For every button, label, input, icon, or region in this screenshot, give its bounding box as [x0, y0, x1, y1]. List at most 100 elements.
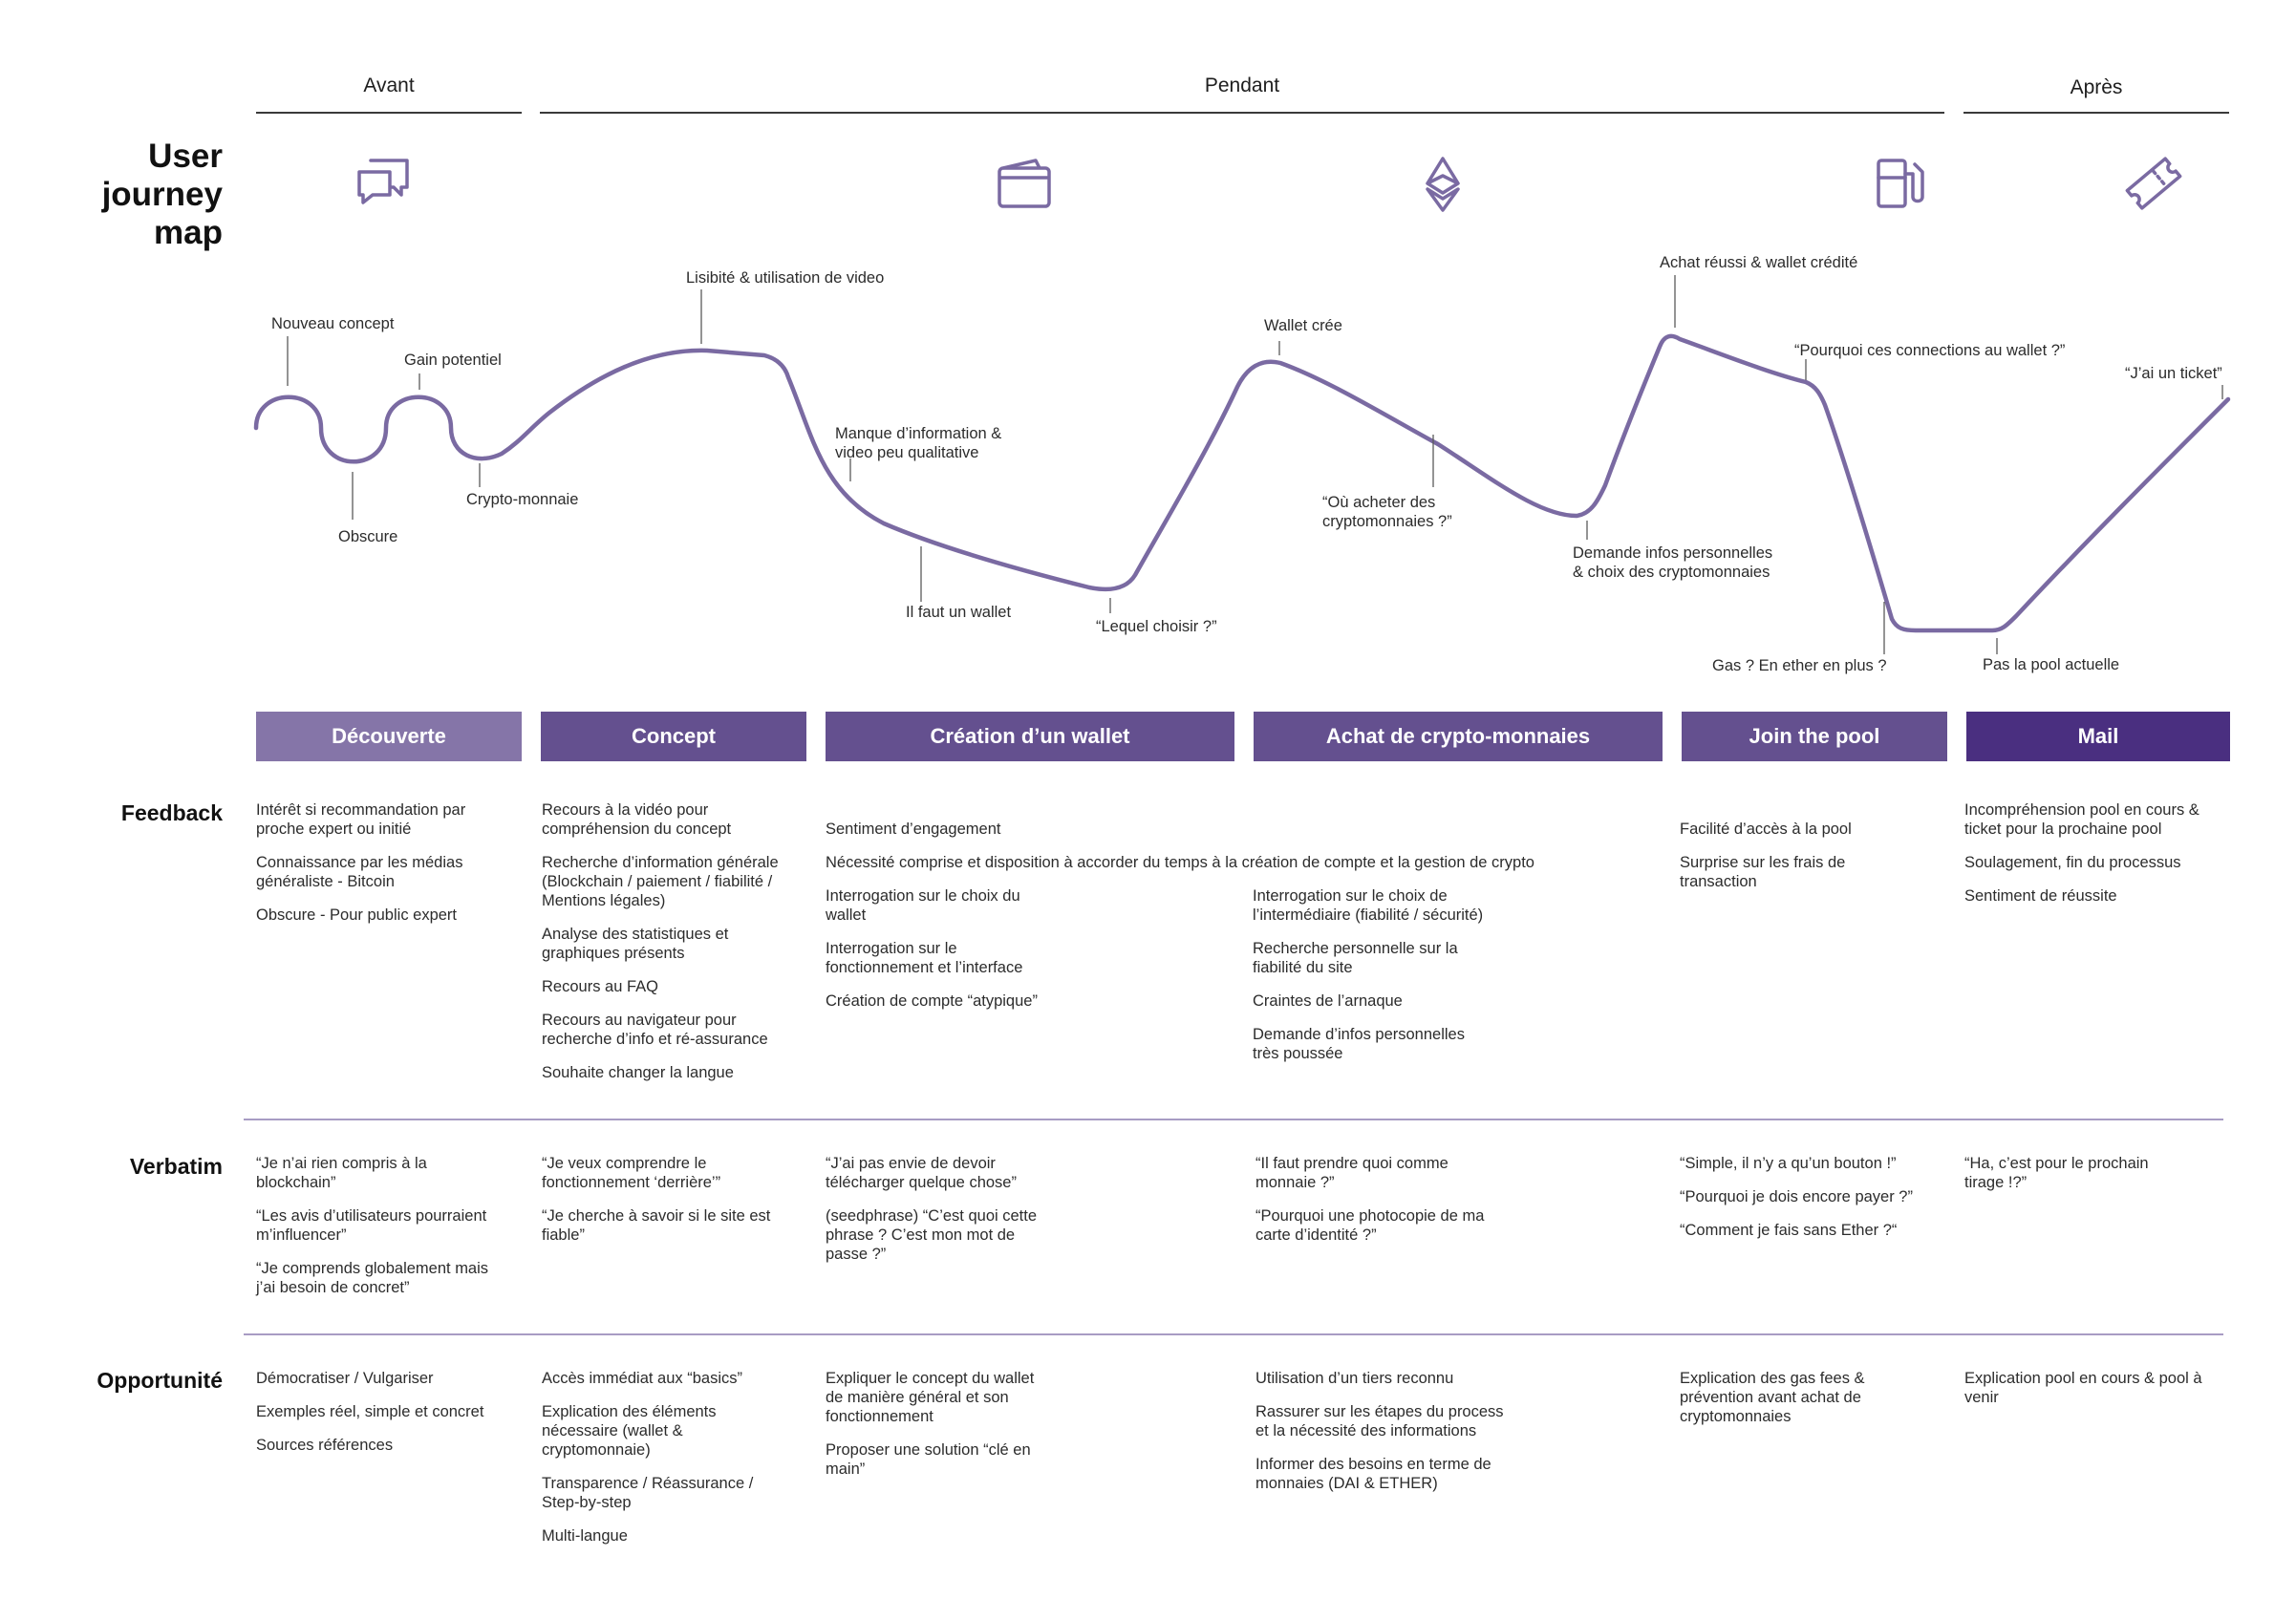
list-item: Demande d’infos personnelles très poussé… — [1253, 1026, 1465, 1062]
list-item: (seedphrase) “C’est quoi cette phrase ? … — [826, 1207, 1038, 1263]
feedback-pool: Facilité d’accès à la pool Surprise sur l… — [1680, 820, 1947, 906]
page-title: User journey map — [101, 138, 223, 251]
verbatim-decouverte: “Je n’ai rien compris à la blockchain” “L… — [256, 1154, 528, 1311]
list-item: Informer des besoins en terme de monnaie… — [1255, 1456, 1491, 1492]
list-item: Explication des gas fees & prévention av… — [1680, 1370, 1865, 1425]
journey-curve — [253, 275, 2231, 654]
verbatim-concept: “Je veux comprendre le fonctionnement ‘d… — [542, 1154, 814, 1259]
separator-verbatim-opportunite — [244, 1333, 2223, 1335]
list-item: “Il faut prendre quoi comme monnaie ?” — [1255, 1155, 1448, 1191]
label-obscure: Obscure — [338, 528, 398, 545]
list-item: Sources références — [256, 1437, 394, 1454]
label-gas: Gas ? En ether en plus ? — [1712, 657, 1887, 674]
list-item: Utilisation d’un tiers reconnu — [1255, 1370, 1454, 1387]
list-item: Intérêt si recommandation par proche exp… — [256, 801, 466, 838]
label-manque-info: Manque d’information & video peu qualita… — [835, 425, 1002, 461]
list-item: Exemples réel, simple et concret — [256, 1403, 484, 1420]
opportunite-concept: Accès immédiat aux “basics” Explication d… — [542, 1369, 814, 1560]
list-item: Accès immédiat aux “basics” — [542, 1370, 742, 1387]
phase-avant-label: Avant — [363, 75, 415, 96]
row-title-verbatim: Verbatim — [129, 1154, 223, 1179]
label-crypto-monnaie: Crypto-monnaie — [466, 491, 579, 508]
phase-apres-label: Après — [2070, 76, 2123, 98]
list-item: “J’ai pas envie de devoir télécharger qu… — [826, 1155, 1017, 1191]
list-item: Incompréhension pool en cours & ticket p… — [1964, 801, 2199, 838]
wallet-icon — [998, 159, 1051, 208]
stage-achat-crypto: Achat de crypto-monnaies — [1254, 712, 1663, 761]
opportunite-pool: Explication des gas fees & prévention av… — [1680, 1369, 1947, 1440]
list-item: Surprise sur les frais de transaction — [1680, 854, 1846, 890]
list-item: Recherche personnelle sur la fiabilité d… — [1253, 940, 1458, 976]
ticket-icon — [2125, 157, 2182, 210]
label-demande-infos: Demande infos personnelles & choix des c… — [1573, 544, 1773, 581]
list-item: “Je n’ai rien compris à la blockchain” — [256, 1155, 427, 1191]
list-item: Recherche d’information générale (Blockc… — [542, 854, 779, 909]
list-item: “Je veux comprendre le fonctionnement ‘d… — [542, 1155, 721, 1191]
list-item: “Pourquoi une photocopie de ma carte d’i… — [1255, 1207, 1485, 1244]
list-item: Obscure - Pour public expert — [256, 906, 458, 924]
opportunite-mail: Explication pool en cours & pool à venir — [1964, 1369, 2242, 1421]
list-item: “Ha, c’est pour le prochain tirage !?” — [1964, 1155, 2149, 1191]
verbatim-pool: “Simple, il n’y a qu’un bouton !” “Pourqu… — [1680, 1154, 1947, 1254]
phase-avant-line — [256, 112, 522, 114]
chat-icon — [357, 159, 409, 204]
label-wallet-cree: Wallet crée — [1264, 317, 1342, 334]
feedback-mail: Incompréhension pool en cours & ticket p… — [1964, 800, 2242, 920]
list-item: “Pourquoi je dois encore payer ?” — [1680, 1188, 1913, 1205]
stage-decouverte: Découverte — [256, 712, 522, 761]
list-item: Démocratiser / Vulgariser — [256, 1370, 434, 1387]
row-title-opportunite: Opportunité — [97, 1368, 223, 1393]
stage-concept: Concept — [541, 712, 806, 761]
feedback-shared-necessite: Nécessité comprise et disposition à acco… — [826, 854, 1534, 871]
feedback-wallet: Interrogation sur le choix du wallet Inte… — [826, 886, 1093, 1025]
phase-pendant-label: Pendant — [1204, 75, 1280, 96]
verbatim-achat: “Il faut prendre quoi comme monnaie ?” “P… — [1255, 1154, 1542, 1259]
label-lequel-choisir: “Lequel choisir ?” — [1096, 618, 1217, 635]
label-lisibilite: Lisibité & utilisation de video — [686, 269, 885, 287]
stage-creation-wallet: Création d’un wallet — [826, 712, 1234, 761]
phase-apres-line — [1963, 112, 2229, 114]
feedback-achat: Interrogation sur le choix de l’interméd… — [1253, 886, 1539, 1077]
list-item: Craintes de l’arnaque — [1253, 992, 1403, 1010]
list-item: Connaissance par les médias généraliste … — [256, 854, 463, 890]
list-item: Interrogation sur le choix de l’interméd… — [1253, 887, 1484, 924]
verbatim-mail: “Ha, c’est pour le prochain tirage !?” — [1964, 1154, 2232, 1206]
list-item: Création de compte “atypique” — [826, 992, 1038, 1010]
stage-join-pool: Join the pool — [1682, 712, 1947, 761]
list-item: Soulagement, fin du processus — [1964, 854, 2181, 871]
label-nouveau-concept: Nouveau concept — [271, 315, 395, 332]
list-item: “Les avis d’utilisateurs pourraient m’in… — [256, 1207, 487, 1244]
list-item: Souhaite changer la langue — [542, 1064, 734, 1081]
label-achat-reussi: Achat réussi & wallet crédité — [1660, 254, 1858, 271]
list-item: “Je cherche à savoir si le site est fiab… — [542, 1207, 771, 1244]
list-item: “Simple, il n’y a qu’un bouton !” — [1680, 1155, 1897, 1172]
opportunite-decouverte: Démocratiser / Vulgariser Exemples réel, … — [256, 1369, 528, 1469]
verbatim-wallet: “J’ai pas envie de devoir télécharger qu… — [826, 1154, 1093, 1278]
feedback-decouverte: Intérêt si recommandation par proche exp… — [256, 800, 528, 939]
stage-mail: Mail — [1966, 712, 2230, 761]
label-ou-acheter: “Où acheter des cryptomonnaies ?” — [1322, 494, 1452, 530]
list-item: Recours au FAQ — [542, 978, 658, 995]
list-item: Proposer une solution “clé en main” — [826, 1441, 1031, 1478]
label-pas-la-pool: Pas la pool actuelle — [1983, 656, 2120, 673]
list-item: Interrogation sur le fonctionnement et l… — [826, 940, 1023, 976]
label-gain-potentiel: Gain potentiel — [404, 352, 502, 369]
list-item: Interrogation sur le choix du wallet — [826, 887, 1020, 924]
list-item: “Je comprends globalement mais j’ai beso… — [256, 1260, 489, 1296]
curve-leader-lines — [287, 275, 2223, 654]
row-title-feedback: Feedback — [120, 800, 223, 825]
list-item: Analyse des statistiques et graphiques p… — [542, 926, 729, 962]
emotion-curve — [253, 333, 2231, 633]
ethereum-icon — [1426, 157, 1460, 212]
label-pourquoi-connections: “Pourquoi ces connections au wallet ?” — [1794, 342, 2066, 359]
list-item: Multi-langue — [542, 1527, 628, 1545]
list-item: Rassurer sur les étapes du process et la… — [1255, 1403, 1504, 1439]
list-item: Transparence / Réassurance / Step-by-ste… — [542, 1475, 754, 1511]
label-jai-un-ticket: “J’ai un ticket” — [2125, 365, 2222, 382]
list-item: Facilité d’accès à la pool — [1680, 821, 1852, 838]
list-item: Recours au navigateur pour recherche d’i… — [542, 1012, 768, 1048]
list-item: Explication des éléments nécessaire (wal… — [542, 1403, 717, 1459]
label-il-faut-wallet: Il faut un wallet — [906, 604, 1012, 621]
list-item: “Comment je fais sans Ether ?“ — [1680, 1222, 1898, 1239]
list-item: Sentiment de réussite — [1964, 887, 2117, 905]
